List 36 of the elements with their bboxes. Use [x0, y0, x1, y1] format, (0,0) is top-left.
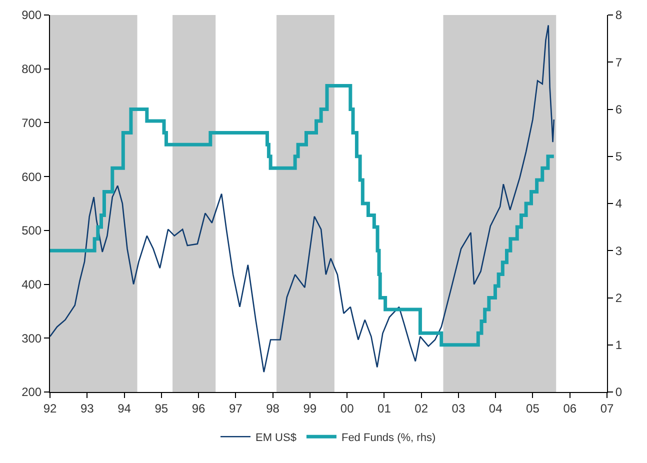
- y-tick-label: 200: [22, 385, 42, 400]
- x-tick-label: 95: [154, 401, 168, 416]
- x-tick-label: 04: [488, 401, 503, 416]
- y-tick-label: 400: [22, 277, 42, 292]
- y2-tick-label: 7: [615, 55, 622, 70]
- x-tick-label: 96: [192, 401, 206, 416]
- y2-tick-label: 1: [615, 338, 622, 352]
- x-tick-label: 07: [600, 401, 614, 416]
- y-tick-label: 800: [22, 62, 42, 76]
- x-tick-label: 01: [378, 401, 392, 416]
- y2-tick-label: 8: [615, 8, 622, 22]
- x-tick-label: 03: [452, 401, 466, 416]
- y-tick-label: 300: [22, 331, 42, 346]
- x-tick-label: 98: [266, 401, 280, 416]
- y2-tick-label: 0: [615, 385, 622, 400]
- y-tick-label: 900: [22, 8, 42, 22]
- y-tick-label: 500: [22, 224, 42, 238]
- x-tick-label: 93: [80, 401, 94, 416]
- x-tick-label: 92: [43, 401, 57, 416]
- y2-tick-label: 5: [615, 150, 622, 164]
- y2-tick-label: 3: [615, 244, 622, 258]
- x-tick-label: 97: [228, 401, 243, 416]
- x-tick-label: 94: [118, 401, 132, 416]
- y2-tick-label: 6: [615, 102, 622, 116]
- y-tick-label: 700: [22, 116, 42, 130]
- y2-tick-label: 4: [615, 196, 622, 211]
- y-tick-label: 600: [22, 170, 42, 184]
- y2-tick-label: 2: [615, 290, 622, 305]
- line-series: [50, 24, 555, 373]
- legend-label: Fed Funds (%, rhs): [341, 432, 436, 444]
- x-tick-label: 00: [340, 401, 354, 416]
- x-tick-label: 05: [526, 401, 540, 416]
- x-tick-label: 06: [563, 401, 577, 416]
- x-tick-label: 99: [303, 401, 317, 416]
- legend-label: EM US$: [256, 432, 296, 444]
- x-tick-label: 02: [414, 401, 428, 416]
